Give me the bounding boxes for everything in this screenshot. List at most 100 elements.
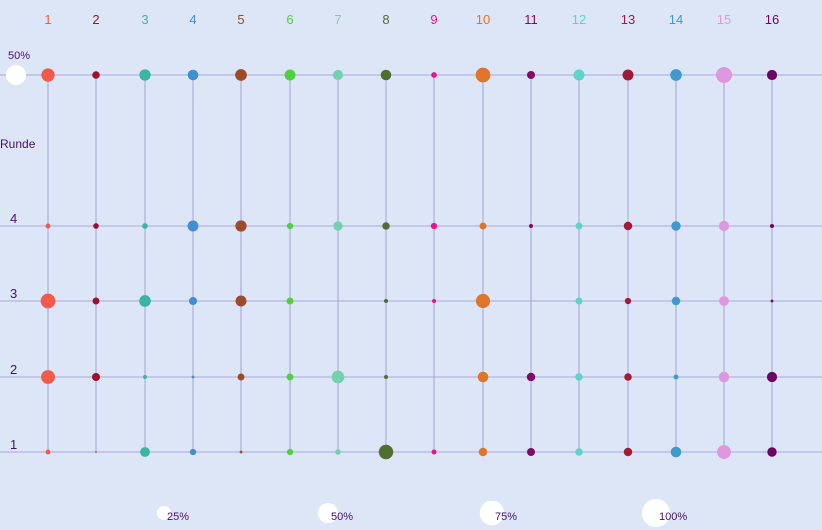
- bubble: [719, 296, 729, 306]
- bubble: [332, 69, 344, 81]
- bubble: [93, 223, 99, 229]
- bubble: [187, 220, 199, 232]
- bubble: [718, 371, 730, 383]
- bubble: [432, 299, 436, 303]
- bubble: [716, 67, 732, 83]
- bubble: [41, 370, 55, 384]
- bubble: [575, 222, 583, 230]
- bubble: [766, 371, 778, 383]
- bubble: [624, 373, 632, 381]
- legend-bubble: [318, 503, 338, 523]
- column-label: 14: [669, 12, 683, 27]
- bubble: [92, 71, 100, 79]
- grid-lines: [0, 74, 822, 453]
- bubble: [286, 448, 294, 456]
- bubble: [235, 295, 247, 307]
- bubble: [382, 222, 390, 230]
- bubble: [475, 67, 491, 83]
- bubble: [623, 447, 633, 457]
- bubble: [235, 220, 247, 232]
- bubble: [139, 295, 151, 307]
- bubble: [575, 297, 583, 305]
- size-legend: 25% 50% 75% 100%: [156, 498, 687, 528]
- column-label: 13: [621, 12, 635, 27]
- top-scale-label: 50%: [8, 50, 30, 62]
- bubble: [670, 69, 682, 81]
- bubble: [673, 374, 679, 380]
- bubble: [139, 69, 151, 81]
- row-label: 3: [10, 286, 17, 301]
- row-labels: 4 3 2 1: [10, 211, 17, 452]
- column-label: 10: [476, 12, 490, 27]
- bubble: [527, 71, 535, 79]
- bubble: [623, 221, 633, 231]
- column-label: 6: [286, 12, 293, 27]
- bubble: [431, 449, 437, 455]
- bubble: [575, 373, 583, 381]
- bubble: [237, 373, 245, 381]
- bubble: [140, 447, 150, 457]
- bubble: [92, 373, 100, 381]
- bubble: [526, 372, 536, 382]
- bubbles: [40, 67, 778, 460]
- bubble: [767, 447, 777, 457]
- bubble: [95, 451, 97, 453]
- bubble: [527, 448, 535, 456]
- bubble: [286, 297, 294, 305]
- bubble: [477, 371, 489, 383]
- bubble: [622, 69, 634, 81]
- bubble: [671, 296, 681, 306]
- column-label: 12: [572, 12, 586, 27]
- bubble: [384, 299, 388, 303]
- bubble: [335, 449, 341, 455]
- bubble: [235, 69, 247, 81]
- column-label: 2: [92, 12, 99, 27]
- row-label: 1: [10, 437, 17, 452]
- legend-bubble: [156, 505, 172, 521]
- bubble: [431, 72, 437, 78]
- column-label: 15: [717, 12, 731, 27]
- bubble: [624, 297, 632, 305]
- column-label: 11: [524, 12, 538, 27]
- bubble: [671, 221, 681, 231]
- bubble: [384, 375, 388, 379]
- bubble: [239, 450, 243, 454]
- y-axis-label: Runde: [0, 137, 36, 151]
- bubble: [191, 375, 195, 379]
- column-label: 1: [44, 12, 51, 27]
- bubble: [529, 224, 533, 228]
- bubble: [331, 370, 345, 384]
- row-label: 4: [10, 211, 17, 226]
- bubble: [40, 293, 56, 309]
- bubble: [142, 223, 148, 229]
- bubble: [378, 444, 394, 460]
- row-label: 2: [10, 362, 17, 377]
- legend-label: 75%: [495, 511, 517, 523]
- bubble: [670, 446, 682, 458]
- bubble: [475, 293, 491, 309]
- bubble: [770, 299, 774, 303]
- bubble: [575, 448, 583, 456]
- column-label: 16: [765, 12, 779, 27]
- bubble: [479, 222, 487, 230]
- column-label: 8: [382, 12, 389, 27]
- bubble: [430, 222, 438, 230]
- bubble: [380, 69, 392, 81]
- bubble: [45, 449, 51, 455]
- bubble: [286, 222, 294, 230]
- bubble: [189, 297, 197, 305]
- bubble: [286, 373, 294, 381]
- bubble: [284, 69, 296, 81]
- bubble: [143, 375, 147, 379]
- bubble: [333, 221, 343, 231]
- bubble: [187, 69, 199, 81]
- legend-label: 50%: [331, 511, 353, 523]
- bubble: [766, 69, 778, 81]
- legend-bubble: [641, 498, 671, 528]
- bubble: [189, 448, 197, 456]
- column-label: 4: [189, 12, 196, 27]
- legend-bubble: [479, 500, 505, 526]
- column-labels: 1 2 3 4 5 6 7 8 9 10 11 12 13 14 15 16: [44, 12, 779, 27]
